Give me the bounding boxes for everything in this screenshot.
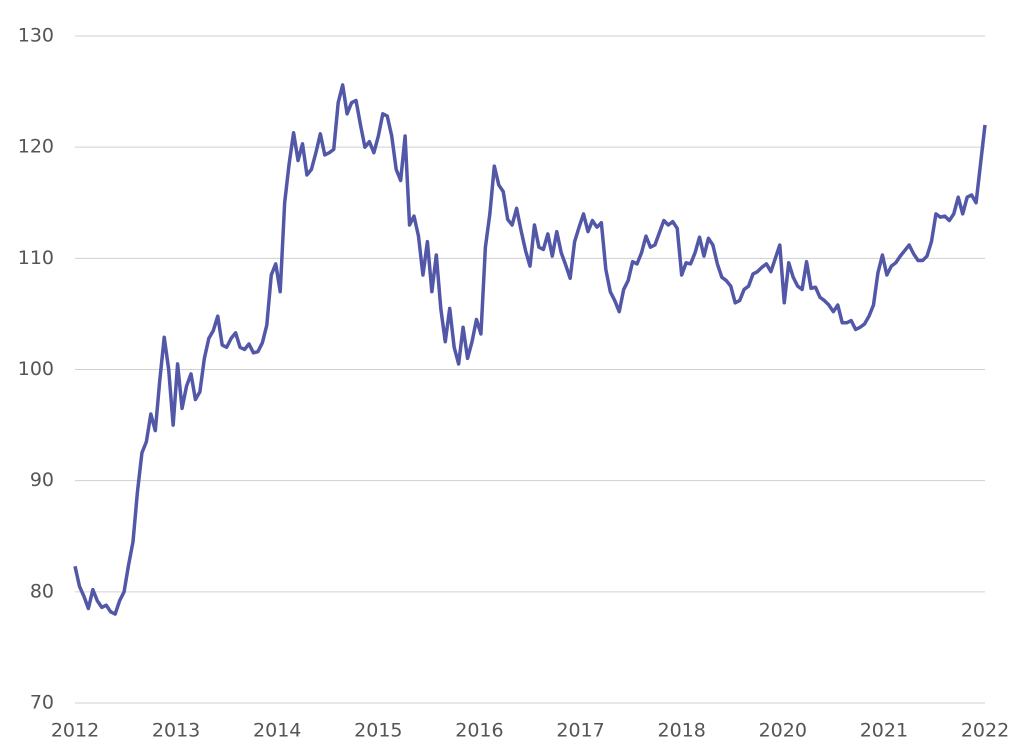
data-line: [73, 83, 987, 616]
y-tick-label: 120: [18, 136, 54, 158]
y-tick-label: 130: [18, 25, 54, 47]
y-tick-label: 90: [30, 469, 54, 491]
y-tick-label: 70: [30, 692, 54, 714]
x-tick-label: 2021: [860, 720, 908, 742]
x-tick-label: 2017: [556, 720, 604, 742]
x-tick-label: 2012: [51, 720, 99, 742]
y-tick-label: 100: [18, 358, 54, 380]
y-tick-label: 110: [18, 247, 54, 269]
x-tick-label: 2018: [657, 720, 705, 742]
x-tick-label: 2020: [759, 720, 807, 742]
x-tick-label: 2016: [455, 720, 503, 742]
x-tick-label: 2022: [961, 720, 1009, 742]
x-tick-label: 2015: [354, 720, 402, 742]
x-tick-label: 2013: [152, 720, 200, 742]
x-tick-label: 2014: [253, 720, 301, 742]
y-tick-label: 80: [30, 580, 54, 602]
